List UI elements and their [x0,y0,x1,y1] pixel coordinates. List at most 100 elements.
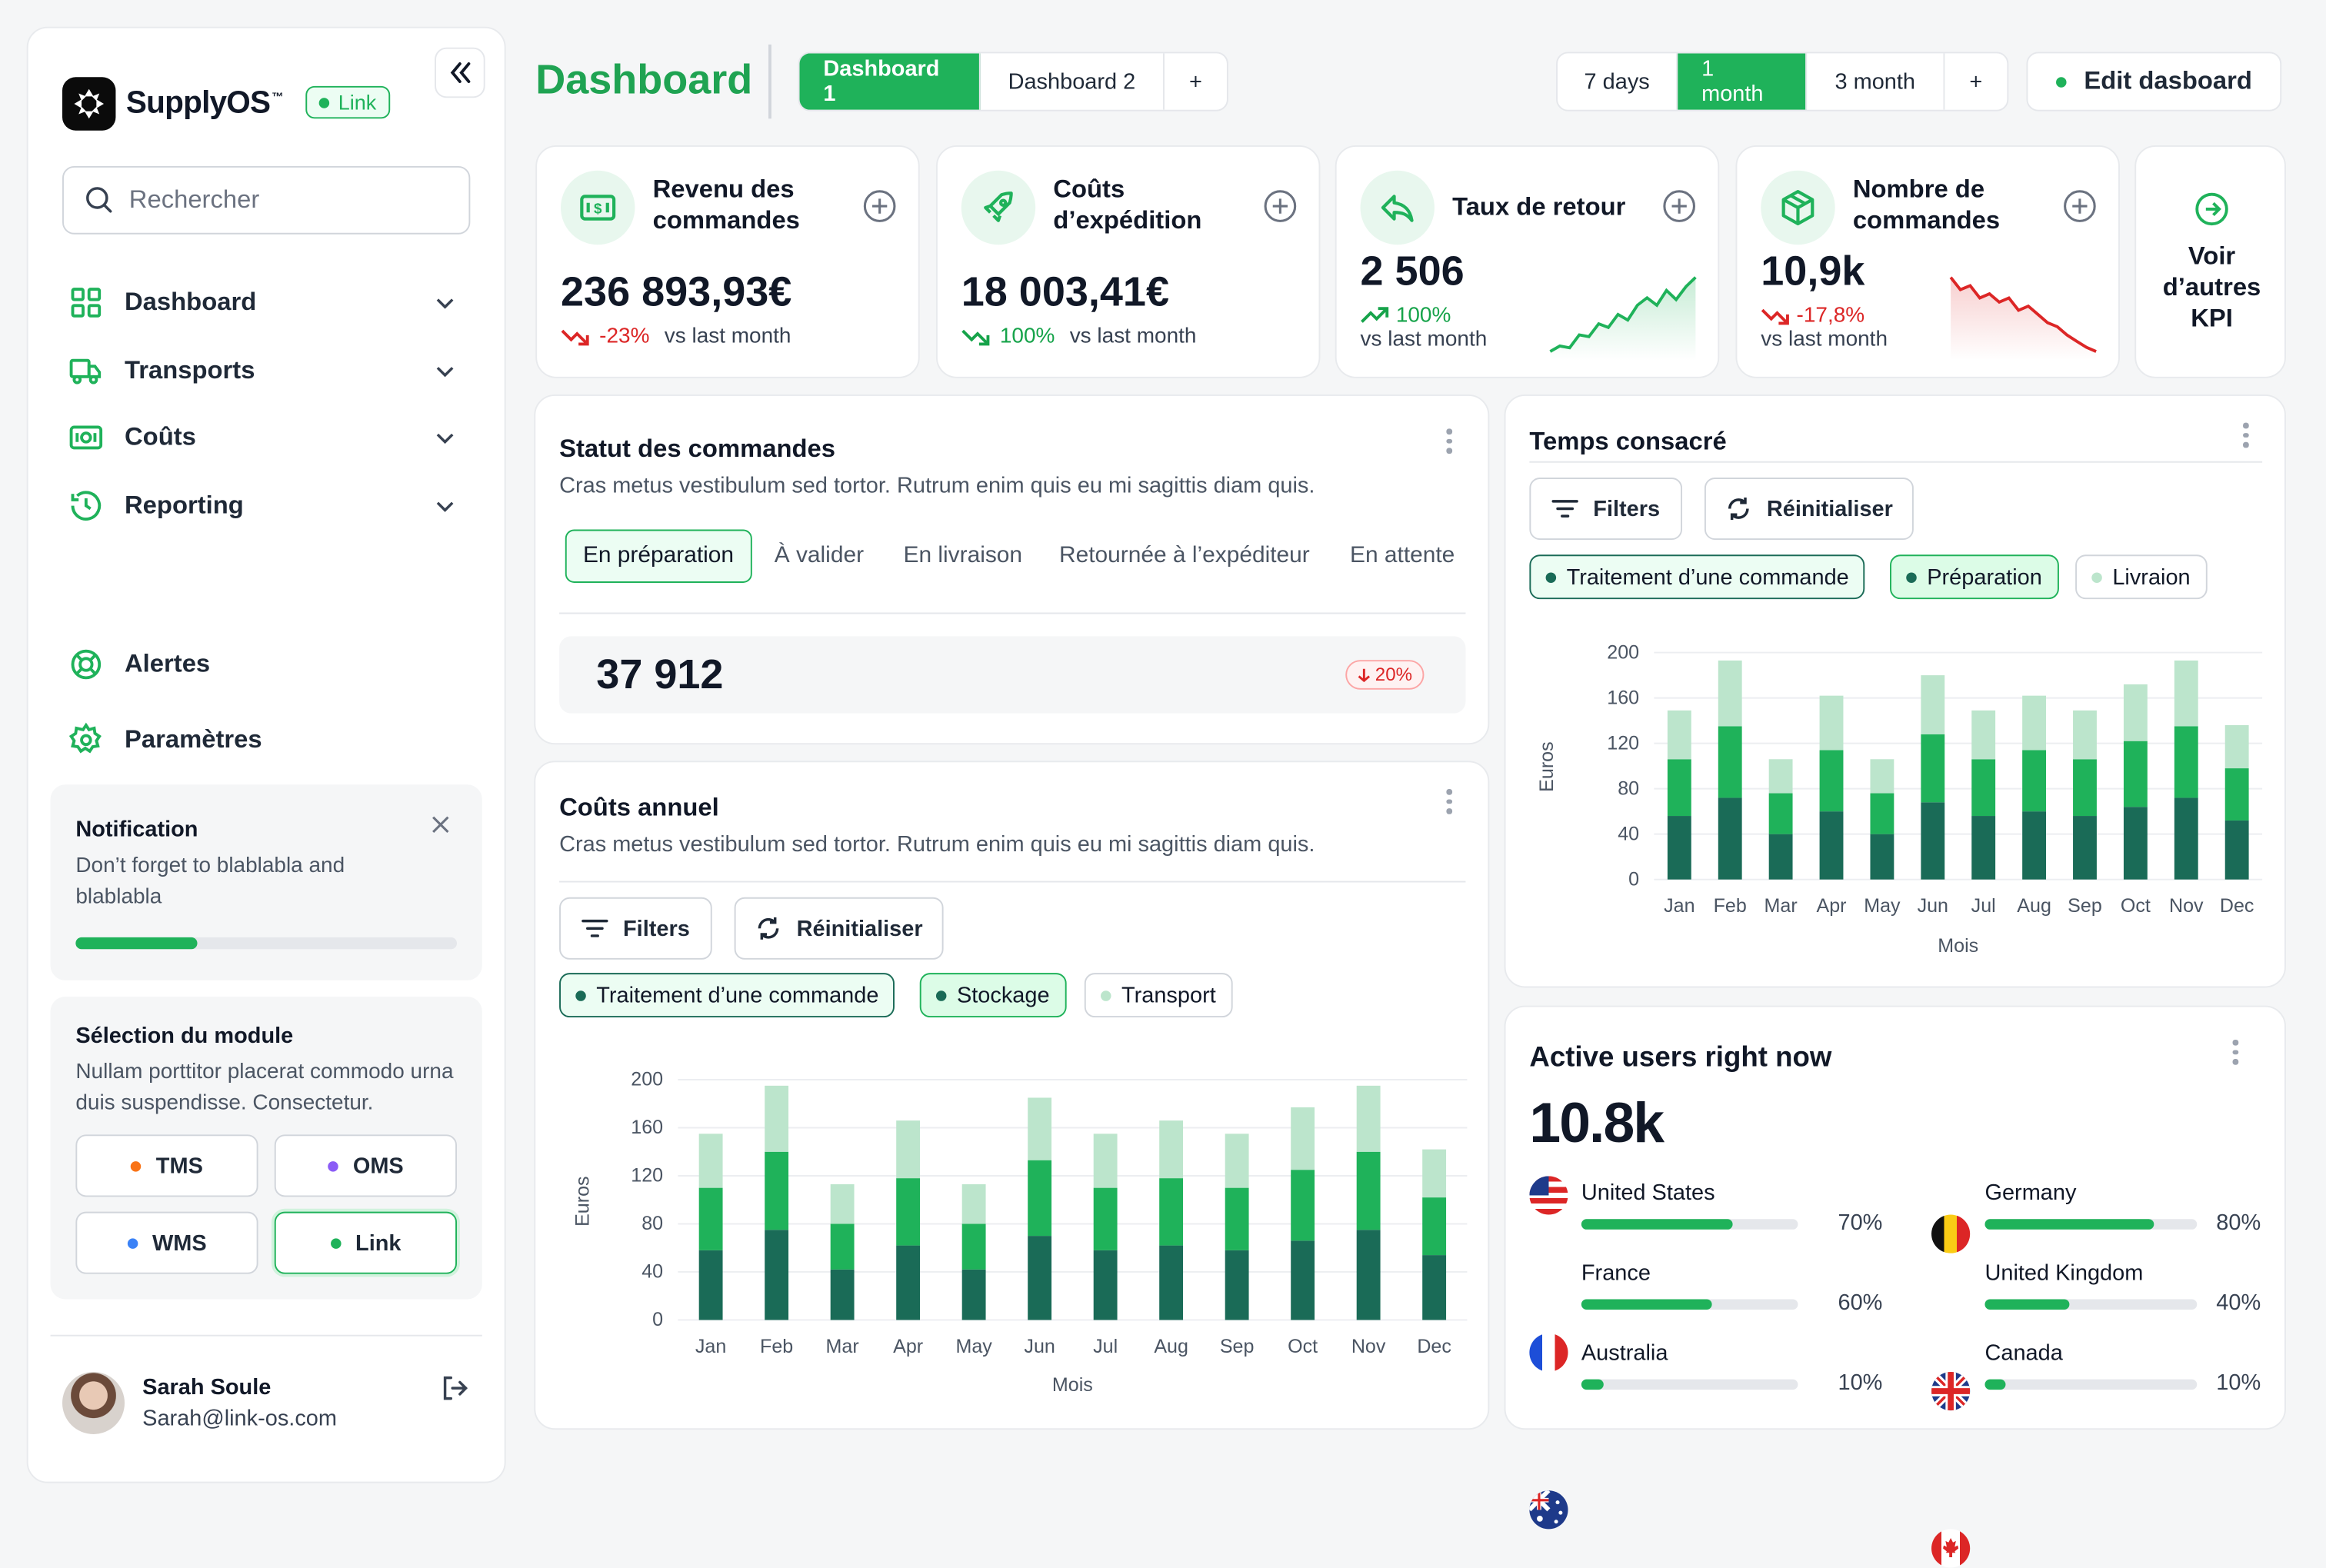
close-icon[interactable] [430,814,451,835]
nav-item-dashboard[interactable]: Dashboard [68,285,469,320]
filters-button[interactable]: Filters [1529,478,1683,541]
chart-bar [1971,759,1996,817]
chart-bar [1291,1170,1315,1241]
x-tick-label: Feb [1714,895,1747,917]
country-pct: 80% [2216,1210,2261,1236]
country-pct: 70% [1838,1210,1883,1236]
y-tick-label: 40 [641,1261,663,1283]
add-circle-icon[interactable] [1661,188,1697,224]
legend-label: Stockage [956,982,1050,1008]
notification-progress [75,937,458,950]
us-flag-icon [1529,1176,1568,1215]
chart-bar [1028,1097,1052,1160]
chart-bar [1422,1255,1447,1320]
module-color-dot [131,1160,142,1171]
chart-bar [698,1187,723,1250]
add-circle-icon[interactable] [862,188,898,224]
x-tick-label: Mar [826,1336,859,1357]
card-title: Coûts annuel [559,793,719,822]
y-tick-label: 0 [1628,868,1639,890]
return-icon [1360,170,1435,245]
edit-dashboard-button[interactable]: Edit dasboard [2026,52,2282,112]
legend-label: Transport [1121,982,1216,1008]
status-tab-en-attente[interactable]: En attente [1350,542,1455,568]
nav-item-reporting[interactable]: Reporting [68,488,469,524]
chart-bar [1159,1245,1184,1320]
country-bar [1581,1219,1798,1230]
kpi-card-commandes[interactable]: Nombre de commandes 10,9k -17,8% vs last… [1735,145,2120,378]
module-option-link[interactable]: Link [274,1211,458,1274]
add-tab-button[interactable]: + [1188,68,1202,95]
card-title: Active users right now [1529,1042,1832,1074]
y-tick-label: 0 [652,1309,663,1330]
range-7-days[interactable]: 7 days [1558,53,1678,110]
reset-button[interactable]: Réinitialiser [734,897,944,960]
legend-chip-livraion[interactable]: Livraion [2075,554,2207,600]
france-flag-icon [1529,1333,1568,1372]
more-vertical-icon[interactable] [2243,422,2249,452]
status-tab-retournee[interactable]: Retournée à l’expéditeur [1059,542,1310,568]
app-logo[interactable]: SupplyOS ™ [62,77,284,131]
filters-label: Filters [1593,496,1661,521]
country-bar [1581,1299,1798,1310]
collapse-sidebar-button[interactable] [435,47,485,98]
filters-button[interactable]: Filters [559,897,712,960]
card-title: Temps consacré [1529,427,1727,456]
more-kpi-card[interactable]: Voir d’autres KPI [2134,145,2286,378]
country-name: Australia [1581,1340,1668,1367]
kpi-title: Nombre de commandes [1852,175,2001,235]
logout-icon[interactable] [439,1373,469,1403]
nav-item-couts[interactable]: Coûts [68,420,469,455]
chevron-down-icon [436,298,454,309]
add-circle-icon[interactable] [1262,188,1298,224]
chart-bar [1667,816,1691,880]
user-profile[interactable]: Sarah Soule Sarah@link-os.com [62,1371,337,1434]
legend-chip-traitement[interactable]: Traitement d’une commande [559,973,895,1018]
range-1-month[interactable]: 1 month [1678,53,1808,110]
legend-dot [575,990,586,1000]
trend-down-icon [961,329,990,346]
module-option-tms[interactable]: TMS [75,1134,258,1197]
x-tick-label: Jun [1024,1336,1055,1357]
chart-bar [2123,684,2148,741]
chart-bar [830,1183,855,1224]
chart-bar [1159,1120,1184,1179]
legend-chip-traitement[interactable]: Traitement d’une commande [1529,554,1865,600]
kpi-value: 236 893,93€ [561,268,792,315]
status-tab-a-valider[interactable]: À valider [774,542,865,568]
chart-bar [2224,725,2249,769]
add-circle-icon[interactable] [2062,188,2098,224]
status-tab-en-livraison[interactable]: En livraison [903,542,1023,568]
chart-bar [1159,1178,1184,1246]
legend-chip-transport[interactable]: Transport [1084,973,1232,1018]
chart-bar [1971,710,1996,760]
module-option-oms[interactable]: OMS [274,1134,458,1197]
nav-label: Paramètres [125,725,262,754]
more-vertical-icon[interactable] [1446,428,1452,458]
add-range-button[interactable]: + [1969,68,1983,95]
legend-chip-preparation[interactable]: Préparation [1890,554,2059,600]
tab-dashboard-2[interactable]: Dashboard 2 [981,53,1165,110]
more-vertical-icon[interactable] [2232,1039,2239,1069]
chevron-down-icon [436,501,454,512]
kpi-card-couts[interactable]: Coûts d’expédition 18 003,41€ 100% vs las… [935,145,1321,378]
reset-button[interactable]: Réinitialiser [1704,478,1914,541]
nav-item-parametres[interactable]: Paramètres [68,722,469,757]
country-name: Germany [1984,1180,2077,1206]
filter-icon [1551,500,1578,518]
chart-bar [896,1245,921,1320]
more-vertical-icon[interactable] [1446,789,1452,818]
module-option-wms[interactable]: WMS [75,1211,258,1274]
chart-bar [1093,1250,1118,1320]
search-input[interactable]: Rechercher [62,166,471,235]
kpi-card-retour[interactable]: Taux de retour 2 506 100% vs last month [1335,145,1720,378]
tab-dashboard-1[interactable]: Dashboard 1 [799,53,981,110]
nav-item-transports[interactable]: Transports [68,353,469,388]
status-tab-en-preparation[interactable]: En préparation [565,529,752,583]
range-3-month[interactable]: 3 month [1807,53,1945,110]
country-bar-fill [1581,1299,1711,1310]
legend-chip-stockage[interactable]: Stockage [919,973,1066,1018]
nav-item-alertes[interactable]: Alertes [68,647,469,682]
kpi-card-revenu[interactable]: $ Revenu des commandes 236 893,93€ -23% v… [535,145,920,378]
y-axis-label: Euros [572,1176,594,1226]
